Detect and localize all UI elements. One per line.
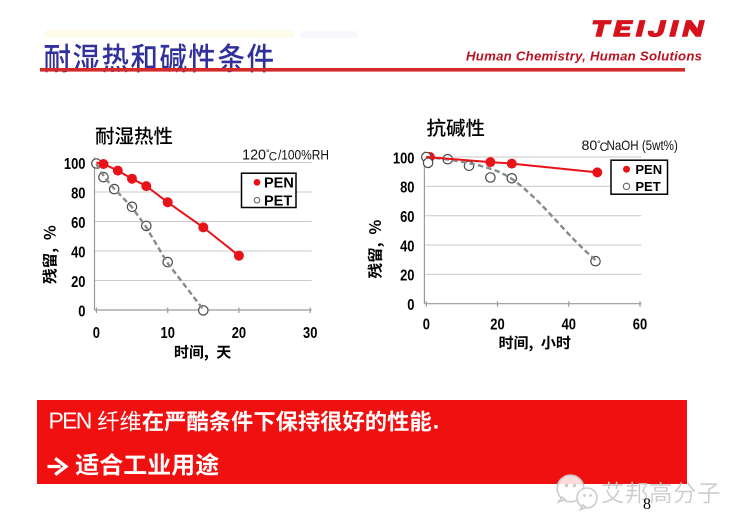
svg-text:60: 60 — [633, 317, 647, 334]
svg-text:°: ° — [266, 148, 270, 159]
svg-text:.: . — [433, 408, 439, 434]
svg-text:Human Chemistry, Human Solutio: Human Chemistry, Human Solutions — [466, 49, 702, 64]
svg-text:100: 100 — [393, 150, 415, 167]
svg-text:/100%RH: /100%RH — [278, 148, 329, 163]
svg-text:C: C — [600, 142, 608, 154]
svg-text:°: ° — [597, 139, 601, 150]
svg-text:80: 80 — [582, 138, 598, 154]
svg-text:40: 40 — [400, 238, 414, 255]
svg-text:PEN: PEN — [49, 408, 91, 434]
svg-text:PEN: PEN — [635, 162, 662, 177]
svg-text:100: 100 — [64, 156, 86, 173]
svg-text:0: 0 — [78, 303, 85, 320]
svg-text:80: 80 — [71, 185, 85, 202]
svg-text:PET: PET — [264, 193, 292, 209]
svg-text:40: 40 — [71, 244, 85, 261]
svg-text:30: 30 — [303, 325, 317, 342]
svg-text:PEN: PEN — [264, 176, 294, 192]
svg-text:20: 20 — [400, 268, 414, 285]
svg-text:PET: PET — [635, 179, 660, 194]
svg-text:C: C — [269, 151, 277, 163]
svg-text:10: 10 — [161, 325, 175, 342]
svg-text:60: 60 — [71, 215, 85, 232]
svg-text:120: 120 — [242, 148, 266, 164]
svg-text:80: 80 — [400, 180, 414, 197]
svg-text:NaOH (5wt%): NaOH (5wt%) — [607, 138, 678, 153]
svg-text:0: 0 — [407, 297, 414, 314]
svg-text:0: 0 — [93, 325, 100, 342]
svg-text:20: 20 — [71, 274, 85, 291]
svg-text:0: 0 — [423, 317, 430, 334]
svg-text:20: 20 — [232, 325, 246, 342]
svg-text:40: 40 — [562, 317, 576, 334]
svg-text:20: 20 — [490, 317, 504, 334]
svg-text:60: 60 — [400, 209, 414, 226]
svg-text:8: 8 — [643, 496, 651, 513]
